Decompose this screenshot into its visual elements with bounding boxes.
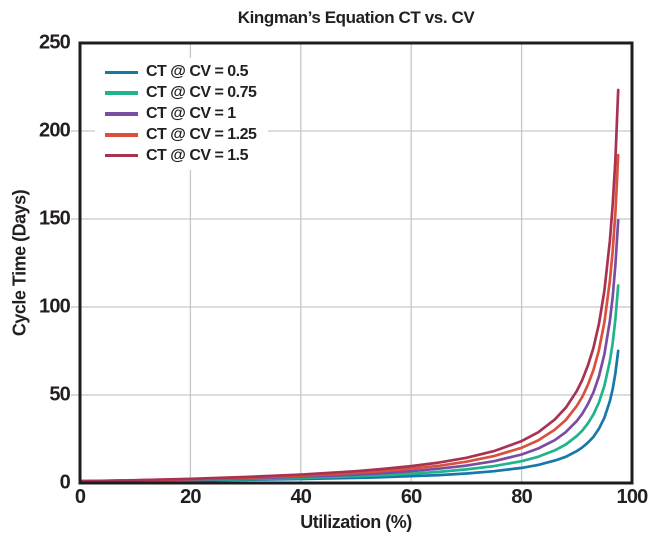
x-tick-label: 0 bbox=[74, 486, 86, 508]
legend-label: CT @ CV = 1.5 bbox=[146, 146, 249, 164]
x-tick-label: 20 bbox=[180, 486, 201, 508]
legend-line-swatch bbox=[105, 91, 138, 95]
y-tick-label: 0 bbox=[59, 471, 71, 494]
x-tick-label: 100 bbox=[616, 486, 649, 508]
legend-line-swatch bbox=[105, 112, 138, 116]
x-tick-label: 40 bbox=[290, 486, 312, 508]
series-line-4 bbox=[78, 88, 620, 483]
legend-item: CT @ CV = 1.5 bbox=[105, 145, 256, 166]
legend-line-swatch bbox=[105, 153, 138, 158]
legend-item: CT @ CV = 1.25 bbox=[105, 124, 257, 145]
y-tick-label: 100 bbox=[39, 295, 71, 318]
x-tick-label: 60 bbox=[400, 486, 422, 508]
y-tick-label: 250 bbox=[39, 31, 71, 54]
legend-label: CT @ CV = 0.5 bbox=[146, 63, 249, 81]
x-tick-label: 80 bbox=[511, 486, 532, 508]
series-line-0 bbox=[78, 349, 620, 483]
plot-border bbox=[78, 41, 634, 485]
y-tick-label: 50 bbox=[49, 383, 70, 406]
series-line-1 bbox=[78, 284, 620, 483]
legend-label: CT @ CV = 1.25 bbox=[146, 125, 257, 143]
chart-title: Kingman’s Equation CT vs. CV bbox=[237, 8, 475, 27]
legend-label: CT @ CV = 0.75 bbox=[146, 84, 257, 102]
legend: CT @ CV = 0.5 CT @ CV = 0.75 CT @ CV = 1 CT… bbox=[95, 58, 269, 170]
legend-item: CT @ CV = 0.75 bbox=[105, 83, 257, 104]
legend-line-swatch bbox=[105, 133, 138, 137]
legend-label: CT @ CV = 1 bbox=[146, 104, 236, 122]
y-tick-label: 150 bbox=[39, 207, 71, 230]
legend-line-swatch bbox=[105, 70, 138, 75]
x-axis-label: Utilization (%) bbox=[300, 512, 412, 532]
legend-item: CT @ CV = 1 bbox=[105, 104, 256, 125]
y-tick-label: 200 bbox=[39, 119, 71, 142]
legend-item: CT @ CV = 0.5 bbox=[105, 62, 256, 83]
